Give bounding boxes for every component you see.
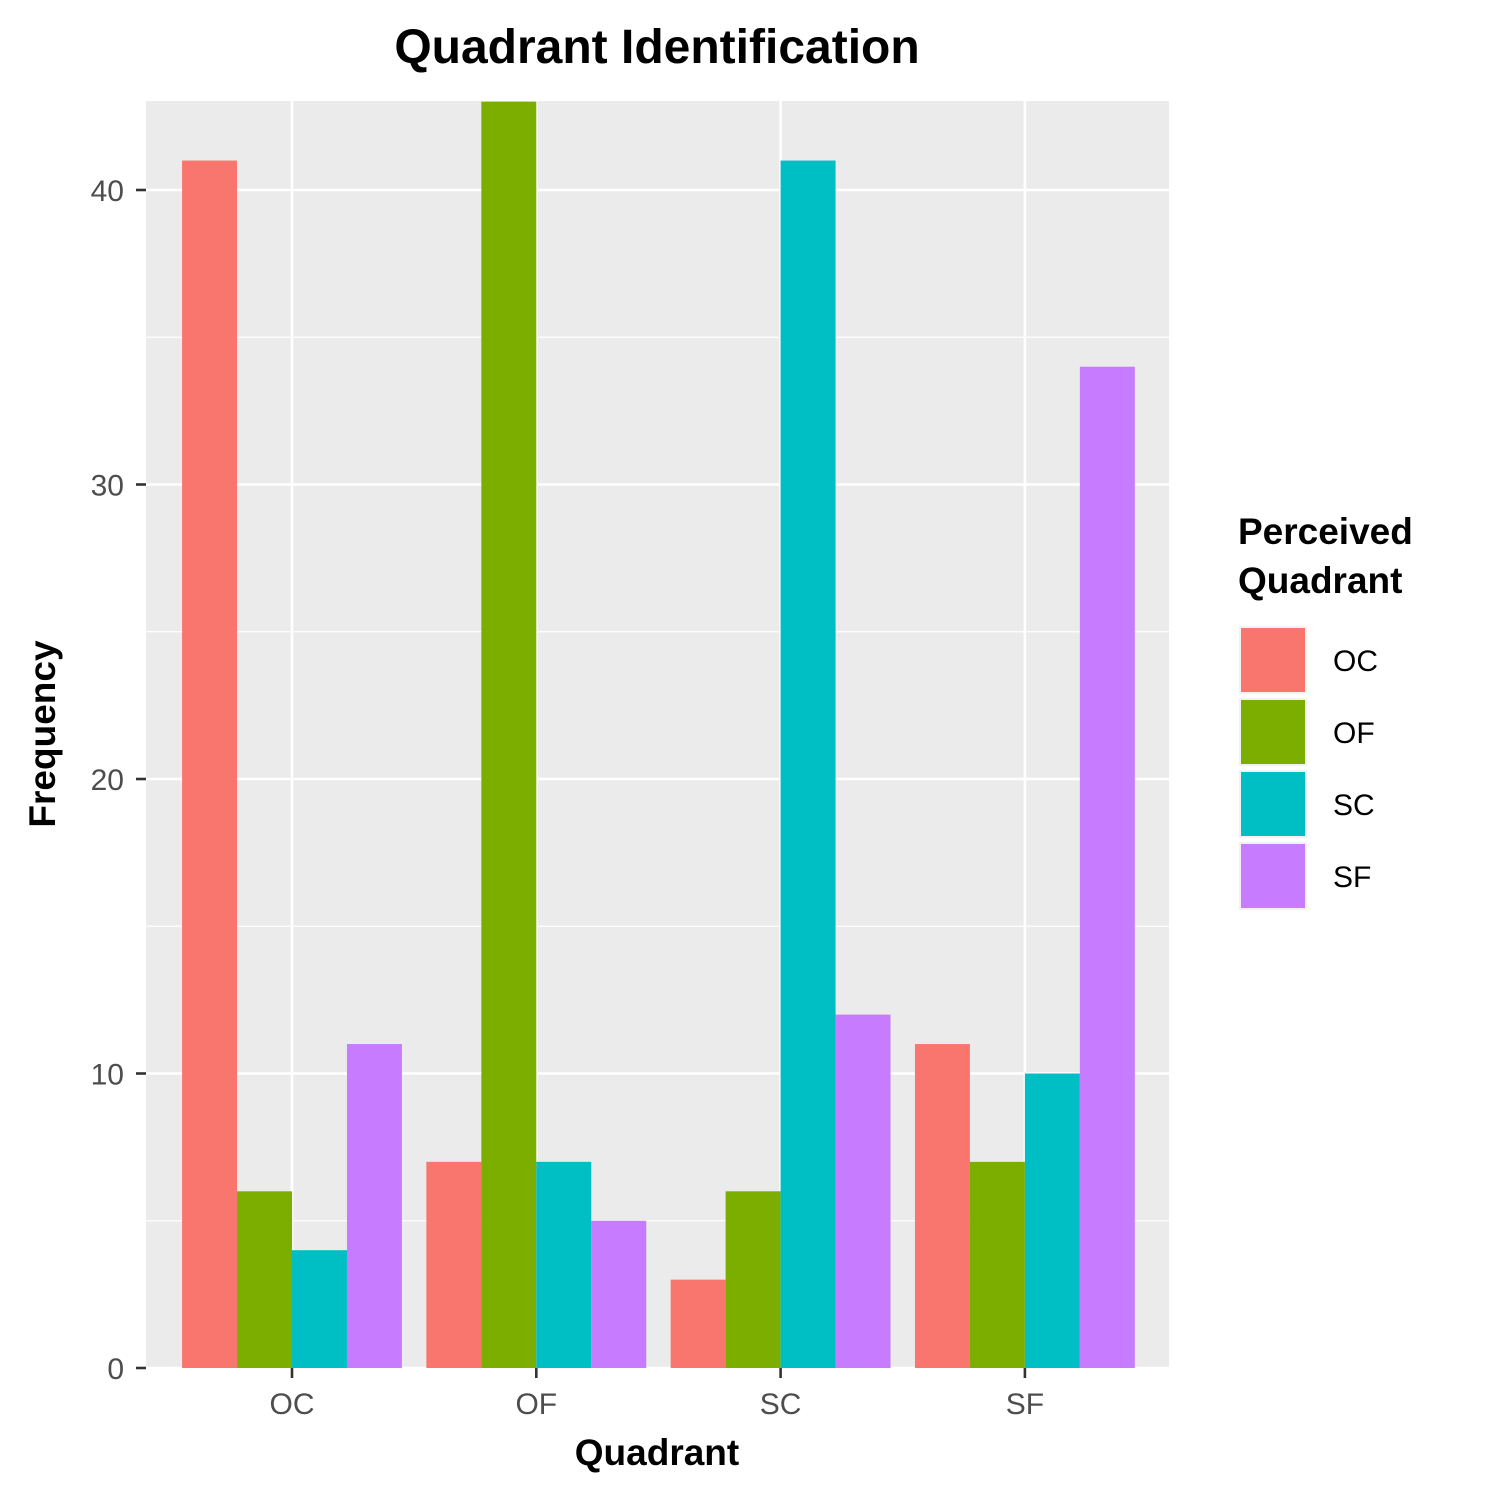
legend-label-oc: OC bbox=[1333, 645, 1378, 678]
bar-sf-sc bbox=[1024, 1073, 1080, 1368]
y-tick-label: 20 bbox=[91, 764, 124, 797]
bar-oc-sc bbox=[292, 1250, 347, 1368]
legend-label-sf: SF bbox=[1333, 861, 1371, 894]
y-tick-label: 40 bbox=[91, 175, 124, 208]
bar-of-oc bbox=[426, 1161, 482, 1368]
bar-oc-oc bbox=[182, 160, 238, 1368]
bar-of-sf bbox=[591, 1220, 647, 1368]
x-tick-label: OF bbox=[515, 1388, 557, 1421]
legend-key-oc bbox=[1241, 628, 1305, 692]
bar-sf-oc bbox=[914, 1044, 970, 1368]
legend: Perceived Quadrant OC OF SC SF bbox=[1238, 511, 1413, 910]
bar-sc-sf bbox=[835, 1014, 891, 1368]
bar-of-sc bbox=[536, 1161, 592, 1368]
x-tick-label: SC bbox=[760, 1388, 802, 1421]
chart-title: Quadrant Identification bbox=[394, 21, 919, 74]
plot-panel bbox=[146, 101, 1169, 1368]
y-tick-label: 30 bbox=[91, 470, 124, 503]
legend-label-sc: SC bbox=[1333, 789, 1375, 822]
bar-oc-sf bbox=[346, 1044, 402, 1368]
y-tick-label: 10 bbox=[91, 1059, 124, 1092]
bar-sc-sc bbox=[780, 160, 836, 1368]
x-axis-title: Quadrant bbox=[575, 1432, 739, 1473]
x-tick-label: SF bbox=[1006, 1388, 1044, 1421]
bar-of-of bbox=[481, 101, 537, 1368]
legend-title-line-2: Quadrant bbox=[1238, 560, 1402, 601]
bar-sc-of bbox=[725, 1191, 781, 1368]
legend-key-of bbox=[1241, 700, 1305, 764]
legend-key-sf bbox=[1241, 844, 1305, 908]
legend-label-of: OF bbox=[1333, 717, 1375, 750]
x-axis: OC OF SC SF bbox=[270, 1368, 1044, 1421]
y-axis: 0 10 20 30 40 bbox=[91, 175, 146, 1386]
bar-sf-sf bbox=[1079, 366, 1135, 1368]
x-tick-label: OC bbox=[270, 1388, 315, 1421]
legend-key-sc bbox=[1241, 772, 1305, 836]
y-tick-label: 0 bbox=[107, 1353, 124, 1386]
legend-items: OC OF SC SF bbox=[1239, 626, 1378, 910]
legend-title-line-1: Perceived bbox=[1238, 511, 1413, 552]
bar-sf-of bbox=[969, 1161, 1025, 1368]
y-axis-title: Frequency bbox=[22, 640, 63, 828]
bar-sc-oc bbox=[670, 1279, 726, 1368]
bar-oc-of bbox=[237, 1191, 292, 1368]
bar-group bbox=[182, 101, 1135, 1368]
